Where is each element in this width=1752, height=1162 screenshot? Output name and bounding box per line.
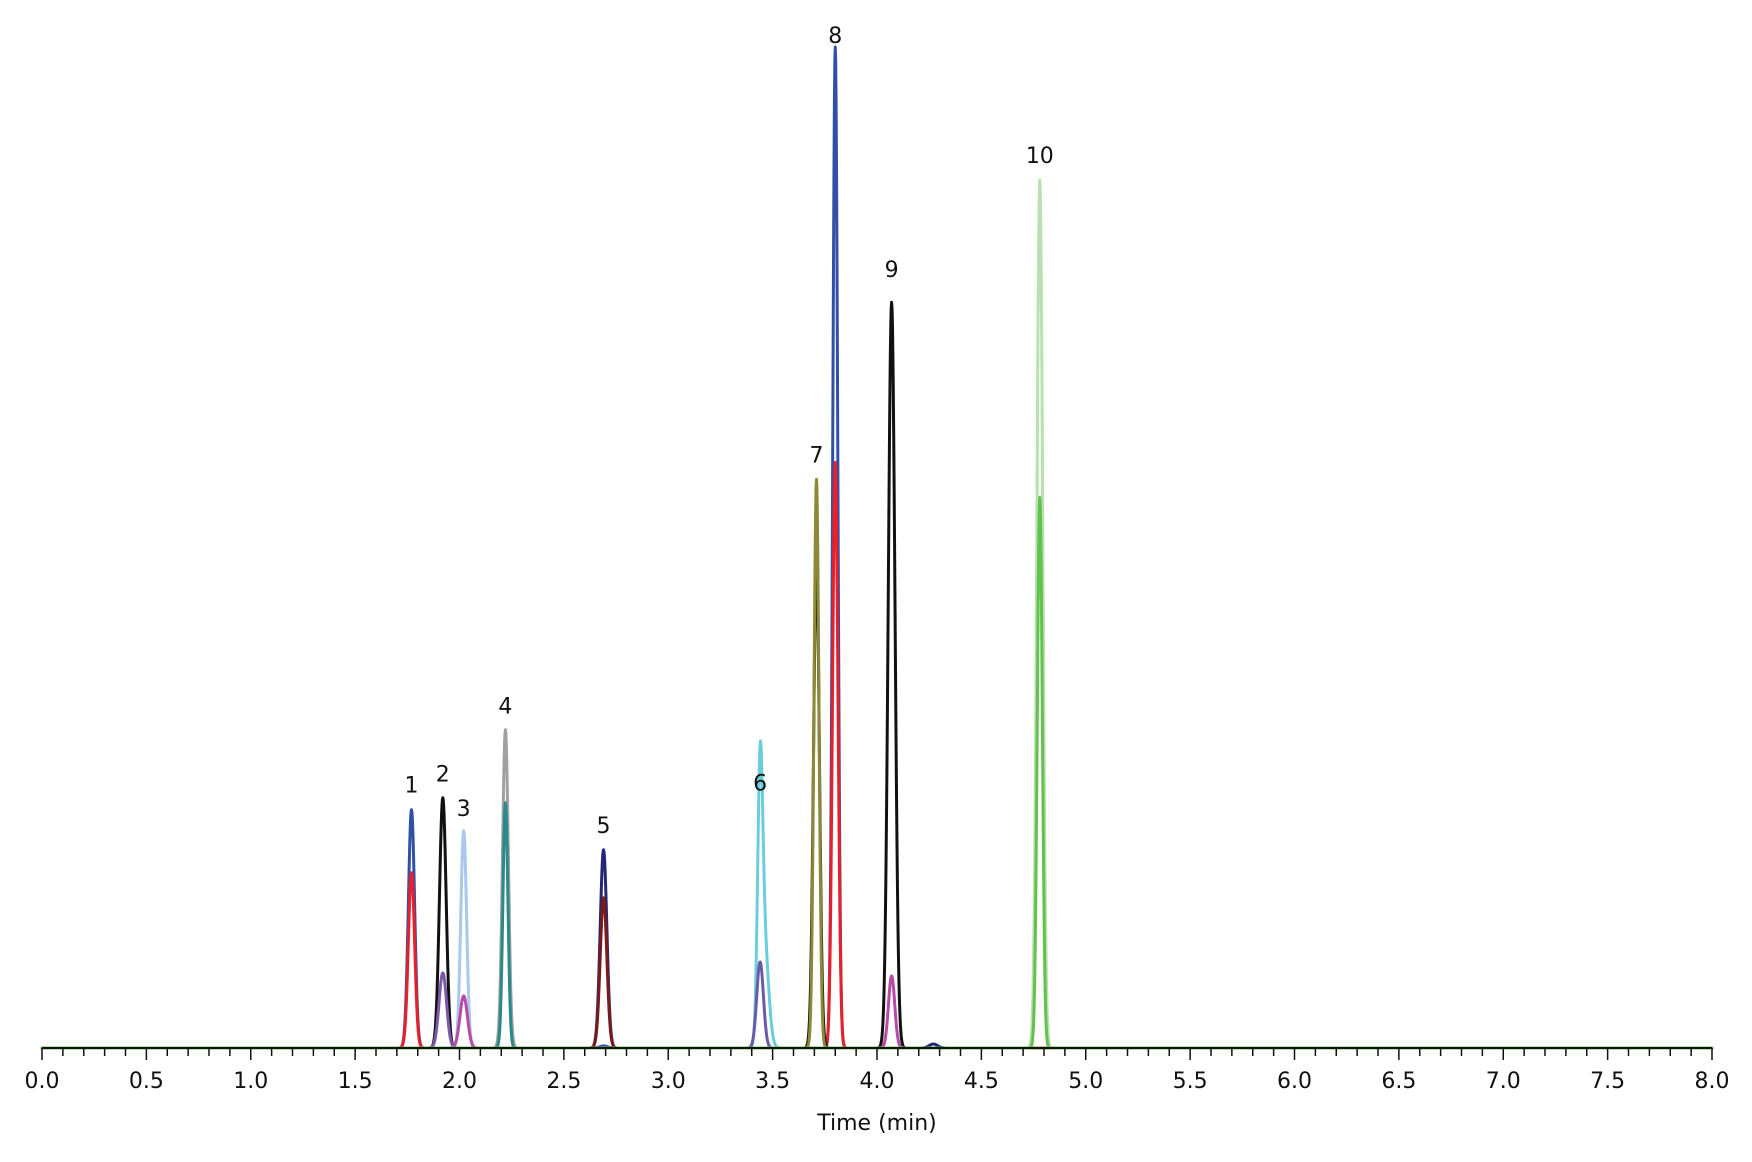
x-axis-title: Time (min) [816,1111,937,1136]
trace-series-11 [40,739,1714,1050]
trace-series-1 [40,45,1714,1050]
x-tick-label: 5.0 [1068,1069,1103,1094]
x-tick-label: 2.0 [442,1069,477,1094]
trace-series-4 [40,971,1714,1050]
x-tick-label: 6.0 [1277,1069,1312,1094]
trace-series-2 [40,460,1714,1050]
peak-label-2: 2 [436,763,450,788]
trace-series-7 [40,728,1714,1050]
x-tick-label: 0.0 [25,1069,60,1094]
trace-series-15 [40,495,1714,1050]
trace-series-8 [40,801,1714,1050]
x-axis: 0.0 0.5 1.0 1.5 2.0 2.5 3.0 3.5 4.0 4.5 5.0 5.5 6.0 6… [25,1047,1730,1094]
peak-label-3: 3 [457,797,471,822]
peak-label-4: 4 [498,695,512,720]
x-tick-label: 1.5 [338,1069,373,1094]
trace-series-13 [40,477,1714,1050]
trace-series-5 [40,829,1714,1050]
x-tick-label: 7.5 [1590,1069,1625,1094]
peak-labels-group: 1 23 4 5 6 7 8 9 10 [404,24,1053,839]
trace-series-14 [40,178,1714,1050]
trace-series-6 [40,974,1714,1050]
x-tick-label: 8.0 [1695,1069,1730,1094]
peak-label-6: 6 [753,772,767,797]
x-tick-label: 7.0 [1486,1069,1521,1094]
peak-label-7: 7 [809,443,823,468]
x-tick-label: 6.5 [1381,1069,1416,1094]
x-tick-label: 2.5 [546,1069,581,1094]
peak-label-9: 9 [885,258,899,283]
trace-series-3 [40,300,1714,1050]
x-tick-label: 5.5 [1173,1069,1208,1094]
peak-label-5: 5 [597,814,611,839]
x-tick-label: 3.0 [651,1069,686,1094]
peak-label-1: 1 [404,774,418,799]
trace-series-9 [40,848,1714,1050]
peak-label-10: 10 [1026,144,1054,169]
x-tick-label: 4.0 [860,1069,895,1094]
x-tick-label: 3.5 [755,1069,790,1094]
x-tick-label: 1.0 [233,1069,268,1094]
x-tick-label: 4.5 [964,1069,999,1094]
trace-series-10 [40,896,1714,1050]
trace-series-12 [40,960,1714,1050]
x-tick-label: 0.5 [129,1069,164,1094]
peak-label-8: 8 [828,24,842,49]
traces-group [40,45,1714,1050]
